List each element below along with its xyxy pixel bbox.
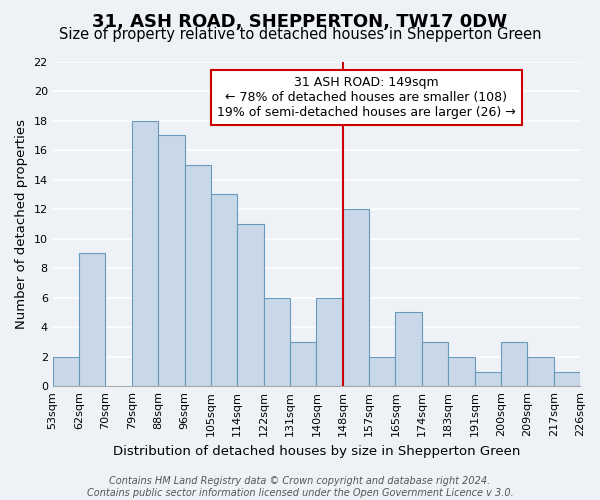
Bar — [132, 120, 158, 386]
Bar — [554, 372, 580, 386]
Bar — [158, 136, 185, 386]
Bar — [395, 312, 422, 386]
Bar — [527, 357, 554, 386]
Bar — [53, 357, 79, 386]
Bar — [343, 209, 369, 386]
Bar — [263, 298, 290, 386]
Bar — [290, 342, 316, 386]
Text: 31 ASH ROAD: 149sqm
← 78% of detached houses are smaller (108)
19% of semi-detac: 31 ASH ROAD: 149sqm ← 78% of detached ho… — [217, 76, 516, 119]
Bar — [501, 342, 527, 386]
Bar — [211, 194, 237, 386]
Bar — [316, 298, 343, 386]
Bar — [369, 357, 395, 386]
Text: 31, ASH ROAD, SHEPPERTON, TW17 0DW: 31, ASH ROAD, SHEPPERTON, TW17 0DW — [92, 12, 508, 30]
Bar — [475, 372, 501, 386]
Text: Size of property relative to detached houses in Shepperton Green: Size of property relative to detached ho… — [59, 28, 541, 42]
X-axis label: Distribution of detached houses by size in Shepperton Green: Distribution of detached houses by size … — [113, 444, 520, 458]
Y-axis label: Number of detached properties: Number of detached properties — [15, 119, 28, 329]
Bar — [448, 357, 475, 386]
Bar — [237, 224, 263, 386]
Bar — [185, 165, 211, 386]
Bar — [79, 254, 106, 386]
Text: Contains HM Land Registry data © Crown copyright and database right 2024.
Contai: Contains HM Land Registry data © Crown c… — [86, 476, 514, 498]
Bar — [422, 342, 448, 386]
